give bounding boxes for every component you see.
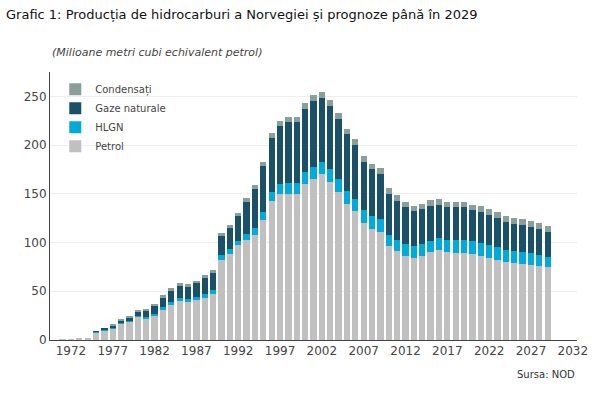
svg-text:50: 50: [31, 284, 46, 298]
svg-text:2027: 2027: [516, 344, 547, 358]
svg-text:Sursa: NOD: Sursa: NOD: [517, 369, 575, 380]
svg-text:1992: 1992: [223, 344, 254, 358]
svg-text:Petrol: Petrol: [95, 141, 124, 152]
svg-text:(Milioane metri cubi echivalen: (Milioane metri cubi echivalent petrol): [52, 46, 262, 59]
svg-text:HLGN: HLGN: [95, 122, 123, 133]
svg-text:1982: 1982: [139, 344, 170, 358]
svg-text:1977: 1977: [97, 344, 128, 358]
svg-text:2007: 2007: [348, 344, 379, 358]
svg-text:150: 150: [24, 187, 47, 201]
svg-text:200: 200: [24, 138, 47, 152]
svg-text:1997: 1997: [265, 344, 296, 358]
svg-text:100: 100: [24, 236, 47, 250]
svg-text:1972: 1972: [56, 344, 87, 358]
svg-text:2022: 2022: [474, 344, 505, 358]
svg-text:2002: 2002: [307, 344, 338, 358]
svg-text:Gaze naturale: Gaze naturale: [95, 103, 165, 114]
svg-text:2032: 2032: [558, 344, 589, 358]
svg-text:Condensați: Condensați: [95, 84, 151, 96]
svg-text:2012: 2012: [390, 344, 421, 358]
svg-text:Grafic 1: Producția de hidroca: Grafic 1: Producția de hidrocarburi a No…: [6, 7, 477, 22]
svg-text:0: 0: [39, 333, 47, 347]
svg-text:2017: 2017: [432, 344, 463, 358]
svg-text:1987: 1987: [181, 344, 212, 358]
svg-text:250: 250: [24, 90, 47, 104]
